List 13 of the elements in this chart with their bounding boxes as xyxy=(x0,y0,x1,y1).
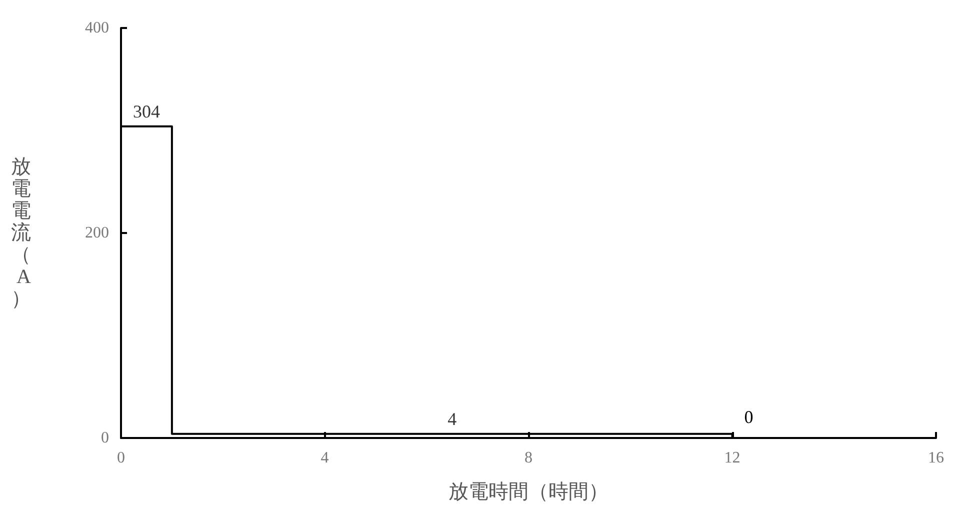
annotation: 4 xyxy=(448,408,457,429)
y-tick-label: 0 xyxy=(101,430,109,446)
y-tick-label: 400 xyxy=(85,20,109,36)
x-tick-label: 12 xyxy=(724,450,740,466)
annotation: 0 xyxy=(744,407,754,427)
x-tick-label: 0 xyxy=(117,450,125,466)
x-tick-label: 16 xyxy=(928,450,944,466)
annotation: 304 xyxy=(132,101,160,122)
y-tick-label: 200 xyxy=(85,224,109,242)
x-axis-title: 放電時間（時間） xyxy=(448,481,608,503)
x-tick-label: 4 xyxy=(320,450,329,466)
x-tick-label: 8 xyxy=(524,450,532,466)
y-axis-title: 放電電流（A） xyxy=(11,156,32,310)
